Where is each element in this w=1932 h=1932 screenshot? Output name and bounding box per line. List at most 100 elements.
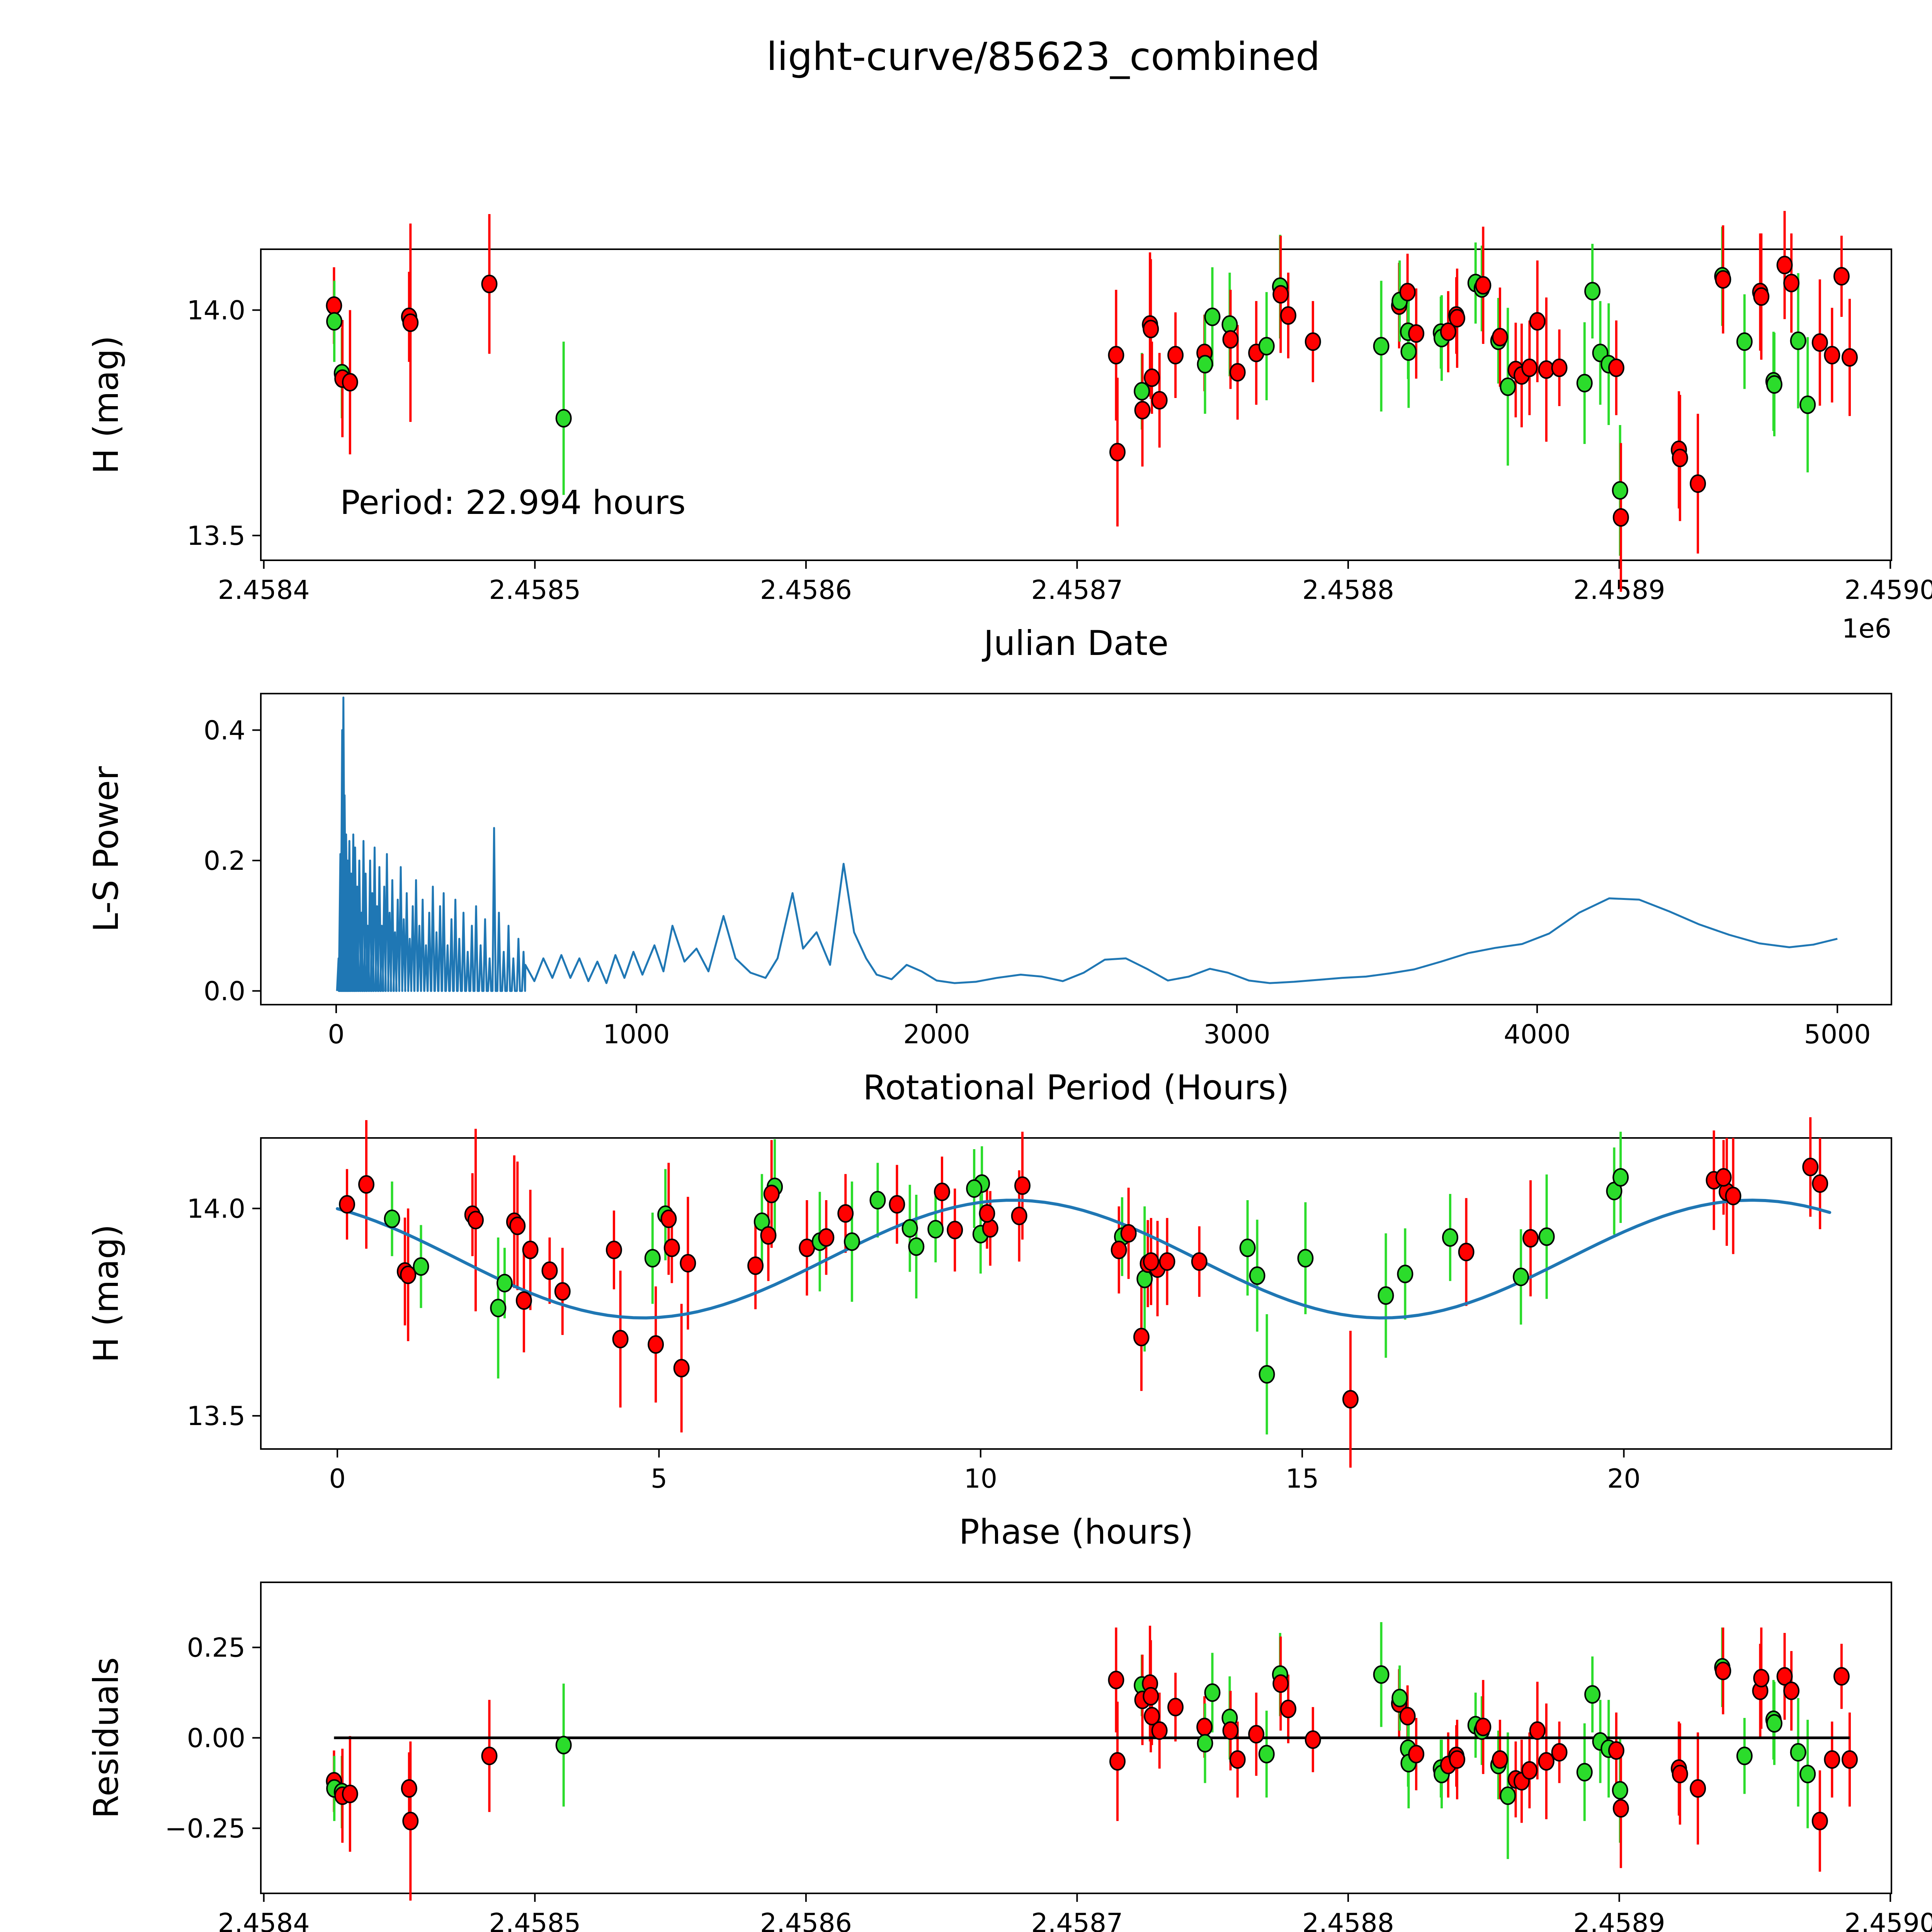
jd-plot-point bbox=[1584, 282, 1601, 301]
jd-plot-point bbox=[1790, 331, 1806, 350]
residuals-plot-point bbox=[1167, 1697, 1184, 1716]
residuals-plot-point bbox=[342, 1784, 358, 1803]
phase-plot-point bbox=[605, 1240, 622, 1259]
periodogram-frame bbox=[260, 693, 1892, 1005]
phase-plot-point bbox=[1342, 1390, 1359, 1409]
phase-plot-point bbox=[1191, 1252, 1208, 1271]
phase-plot-point bbox=[1812, 1174, 1828, 1193]
jd-plot-point bbox=[1529, 312, 1546, 331]
jd-plot-point bbox=[1151, 391, 1168, 410]
jd-plot-xtick-label: 2.4584 bbox=[218, 575, 310, 605]
phase-plot-point bbox=[522, 1240, 539, 1259]
residuals-plot-point bbox=[1304, 1730, 1321, 1749]
phase-plot-point bbox=[644, 1249, 661, 1268]
residuals-plot-point bbox=[1373, 1665, 1389, 1684]
jd-plot-point bbox=[1690, 474, 1706, 493]
jd-plot-point bbox=[481, 274, 498, 293]
phase-plot-point bbox=[1249, 1266, 1265, 1285]
phase-plot-point bbox=[648, 1335, 664, 1354]
phase-plot-point bbox=[509, 1216, 526, 1235]
residuals-plot-point bbox=[1608, 1741, 1624, 1760]
phase-plot-point bbox=[947, 1221, 963, 1240]
jd-plot-point bbox=[1280, 306, 1296, 325]
jd-plot-point bbox=[1753, 287, 1770, 306]
phase-plot-point bbox=[496, 1274, 513, 1293]
phase-plot-point bbox=[1538, 1227, 1555, 1246]
jd-plot-point bbox=[1272, 285, 1289, 304]
jd-plot-ylabel: H (mag) bbox=[86, 335, 126, 474]
periodogram-xtick-label: 0 bbox=[328, 1019, 344, 1050]
jd-plot-point bbox=[1612, 481, 1628, 500]
residuals-plot-point bbox=[1280, 1699, 1296, 1718]
residuals-plot-point bbox=[1272, 1674, 1289, 1693]
phase-plot-point bbox=[400, 1265, 417, 1284]
phase-plot-point bbox=[1513, 1267, 1529, 1286]
jd-plot-frame bbox=[260, 248, 1892, 561]
phase-plot-point bbox=[934, 1182, 950, 1201]
phase-plot-point bbox=[1120, 1224, 1137, 1243]
residuals-plot-ytick-label: 0.25 bbox=[187, 1633, 245, 1663]
phase-plot-point bbox=[1011, 1206, 1027, 1225]
phase-plot-point bbox=[1143, 1252, 1159, 1271]
residuals-plot-xtick-label: 2.4586 bbox=[760, 1908, 852, 1932]
residuals-plot-point bbox=[1196, 1718, 1213, 1736]
residuals-plot-point bbox=[1475, 1718, 1492, 1736]
phase-plot-point bbox=[1133, 1328, 1150, 1347]
phase-plot-point bbox=[1111, 1240, 1127, 1259]
phase-plot-point bbox=[515, 1291, 532, 1310]
jd-plot-point bbox=[1222, 330, 1239, 349]
period-annotation: Period: 22.994 hours bbox=[340, 483, 686, 522]
jd-plot-point bbox=[1672, 449, 1688, 468]
jd-plot-point bbox=[342, 373, 358, 392]
jd-plot-point bbox=[402, 313, 419, 332]
residuals-plot-point bbox=[1204, 1683, 1221, 1702]
residuals-plot-xtick-label: 2.4588 bbox=[1302, 1908, 1394, 1932]
phase-plot-point bbox=[673, 1359, 690, 1378]
residuals-plot-point bbox=[1833, 1667, 1850, 1686]
phase-plot-point bbox=[490, 1299, 507, 1318]
residuals-plot-point bbox=[401, 1779, 417, 1798]
jd-plot-point bbox=[1551, 358, 1568, 377]
phase-plot-point bbox=[1802, 1158, 1819, 1177]
phase-plot-point bbox=[1397, 1265, 1413, 1284]
jd-plot-point bbox=[326, 296, 342, 315]
jd-plot-xtick-label: 2.4587 bbox=[1031, 575, 1123, 605]
periodogram-xtick-label: 3000 bbox=[1204, 1019, 1270, 1050]
phase-plot-point bbox=[339, 1195, 355, 1214]
phase-plot-point bbox=[1136, 1269, 1153, 1288]
jd-plot-point bbox=[1608, 358, 1624, 377]
periodogram-xtick-label: 1000 bbox=[603, 1019, 670, 1050]
residuals-plot-point bbox=[1551, 1743, 1568, 1762]
phase-plot-point bbox=[663, 1238, 680, 1257]
phase-plot-frame bbox=[260, 1137, 1892, 1450]
jd-plot-point bbox=[1824, 346, 1840, 365]
jd-plot-point bbox=[1449, 309, 1466, 328]
jd-plot-point bbox=[1612, 508, 1629, 527]
jd-plot-point bbox=[1134, 382, 1150, 401]
phase-plot-point bbox=[927, 1220, 944, 1239]
phase-plot-point bbox=[660, 1209, 677, 1228]
jd-plot-xtick-label: 2.4590 bbox=[1844, 575, 1932, 605]
jd-plot-point bbox=[1576, 374, 1593, 393]
residuals-plot-point bbox=[1790, 1743, 1806, 1762]
phase-plot-point bbox=[979, 1204, 995, 1223]
residuals-plot-point bbox=[1766, 1714, 1782, 1733]
jd-plot-point bbox=[1440, 322, 1456, 341]
residuals-plot-point bbox=[1841, 1750, 1858, 1769]
jd-plot-point bbox=[1258, 337, 1275, 355]
residuals-plot-xtick-label: 2.4590 bbox=[1844, 1908, 1932, 1932]
phase-plot-point bbox=[869, 1191, 886, 1209]
jd-plot-point bbox=[1521, 358, 1538, 377]
periodogram-ytick-label: 0.4 bbox=[204, 716, 245, 746]
phase-plot-ylabel: H (mag) bbox=[86, 1224, 126, 1362]
phase-plot-ytick-label: 13.5 bbox=[187, 1401, 245, 1432]
residuals-plot-point bbox=[1109, 1752, 1126, 1771]
phase-plot-point bbox=[837, 1204, 854, 1223]
phase-plot-point bbox=[680, 1254, 696, 1273]
phase-plot-point bbox=[612, 1330, 629, 1349]
phase-plot-point bbox=[1612, 1168, 1629, 1187]
phase-plot-point bbox=[1715, 1168, 1732, 1187]
phase-plot-point bbox=[1522, 1229, 1539, 1248]
residuals-plot-point bbox=[1500, 1786, 1516, 1805]
residuals-plot-ylabel: Residuals bbox=[86, 1657, 126, 1818]
